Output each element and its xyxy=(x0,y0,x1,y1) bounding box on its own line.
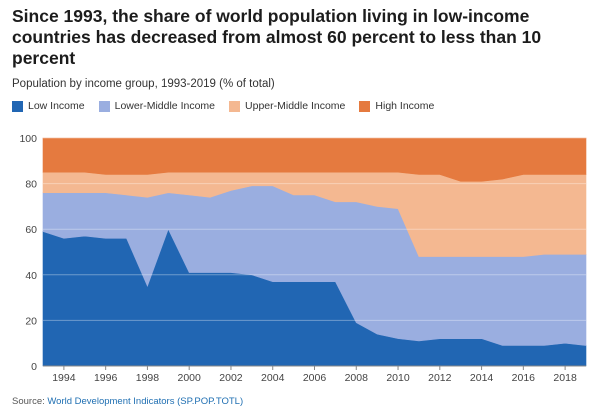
area-high-income xyxy=(42,137,587,182)
x-tick-label: 2004 xyxy=(261,372,285,384)
x-tick-label: 2008 xyxy=(345,372,369,384)
x-tick-label: 1996 xyxy=(94,372,118,384)
chart-title: Since 1993, the share of world populatio… xyxy=(12,6,542,68)
chart-subtitle: Population by income group, 1993-2019 (%… xyxy=(12,78,275,90)
legend-swatch-high-income xyxy=(359,100,371,112)
x-tick-label: 2018 xyxy=(553,372,577,384)
y-tick-label: 20 xyxy=(25,315,37,327)
x-tick-label: 2010 xyxy=(386,372,410,384)
x-tick-label: 2016 xyxy=(512,372,536,384)
y-tick-label: 60 xyxy=(25,224,37,236)
x-tick-label: 2002 xyxy=(219,372,243,384)
legend-item-high-income: High Income xyxy=(359,100,434,112)
legend-item-upper-middle-income: Upper-Middle Income xyxy=(229,100,345,112)
x-tick-label: 1994 xyxy=(52,372,76,384)
legend-item-low-income: Low Income xyxy=(12,100,85,112)
y-tick-label: 0 xyxy=(31,361,37,373)
source-note: Source: World Development Indicators (SP… xyxy=(12,396,243,407)
y-tick-label: 80 xyxy=(25,179,37,191)
x-tick-label: 2012 xyxy=(428,372,452,384)
legend-item-lower-middle-income: Lower-Middle Income xyxy=(98,100,216,112)
y-tick-label: 100 xyxy=(19,133,37,145)
legend-swatch-lower-middle-income xyxy=(98,100,110,112)
legend-label-upper-middle-income: Upper-Middle Income xyxy=(245,100,346,112)
source-label: Source: xyxy=(12,396,45,407)
legend-label-high-income: High Income xyxy=(375,100,435,112)
legend-swatch-upper-middle-income xyxy=(229,100,241,112)
source-link[interactable]: World Development Indicators (SP.POP.TOT… xyxy=(47,396,244,407)
legend-label-low-income: Low Income xyxy=(28,100,85,112)
x-tick-label: 2006 xyxy=(303,372,327,384)
legend: Low Income Lower-Middle Income Upper-Mid… xyxy=(12,100,448,112)
x-tick-label: 1998 xyxy=(136,372,160,384)
legend-swatch-low-income xyxy=(12,100,23,112)
x-tick-label: 2014 xyxy=(470,372,494,384)
y-tick-label: 40 xyxy=(25,270,37,282)
x-tick-label: 2000 xyxy=(178,372,202,384)
legend-label-lower-middle-income: Lower-Middle Income xyxy=(114,100,216,112)
